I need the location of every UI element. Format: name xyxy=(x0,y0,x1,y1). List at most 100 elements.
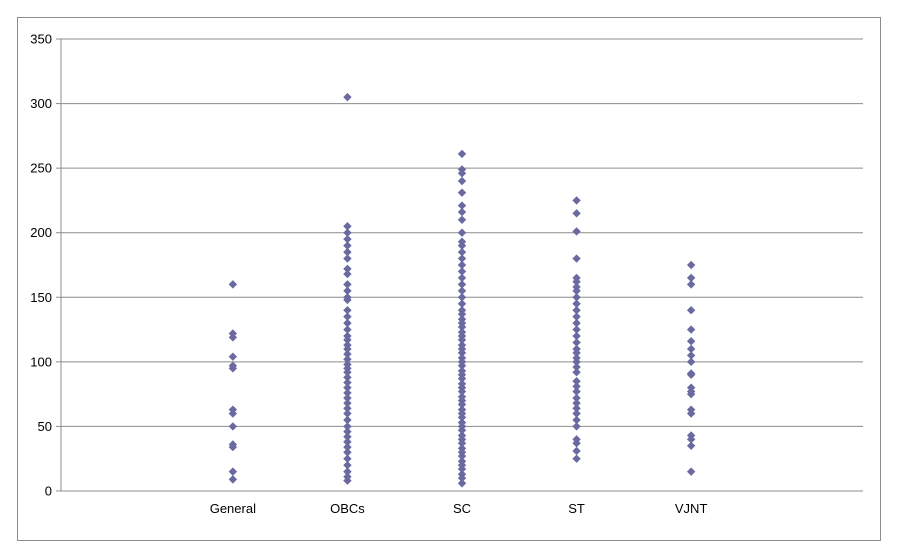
data-point-obcs xyxy=(343,295,352,305)
data-point-obcs xyxy=(343,383,352,392)
data-point-obcs xyxy=(343,325,352,334)
data-point-obcs xyxy=(343,442,352,452)
data-point-st xyxy=(572,306,581,315)
axes xyxy=(56,38,863,492)
data-point-sc xyxy=(457,473,467,483)
data-point-general xyxy=(228,422,238,431)
data-point-sc xyxy=(457,479,467,488)
data-point-vjnt xyxy=(686,336,696,346)
data-point-st xyxy=(572,362,581,372)
data-point-obcs xyxy=(343,234,352,244)
y-tick-label: 200 xyxy=(30,225,52,240)
data-point-obcs xyxy=(343,318,352,328)
y-tick-label: 250 xyxy=(30,161,52,176)
data-point-obcs xyxy=(343,312,352,321)
data-point-sc xyxy=(457,348,467,358)
data-point-st xyxy=(572,357,581,367)
data-point-obcs xyxy=(343,398,352,408)
data-point-obcs xyxy=(343,264,352,274)
y-tick-label: 350 xyxy=(30,32,52,47)
data-point-vjnt xyxy=(686,280,696,289)
data-point-obcs xyxy=(343,373,352,382)
data-point-sc xyxy=(457,374,467,383)
data-point-sc xyxy=(457,309,467,319)
data-point-general xyxy=(228,475,238,484)
data-point-obcs xyxy=(343,306,352,315)
data-point-vjnt xyxy=(686,260,696,270)
data-point-vjnt xyxy=(686,409,696,418)
data-point-obcs xyxy=(343,247,352,257)
data-point-st xyxy=(572,312,581,321)
x-category-label-st: ST xyxy=(568,501,585,516)
data-point-obcs xyxy=(343,344,352,354)
data-point-sc xyxy=(457,149,467,159)
data-point-st xyxy=(572,367,581,377)
data-point-vjnt xyxy=(686,357,696,367)
data-point-sc xyxy=(457,426,467,435)
data-point-obcs xyxy=(343,269,352,279)
data-point-sc xyxy=(457,267,467,276)
data-point-vjnt xyxy=(686,389,696,399)
data-point-vjnt xyxy=(686,441,696,450)
data-point-vjnt xyxy=(686,344,696,354)
data-point-general xyxy=(228,280,238,289)
data-point-obcs xyxy=(343,454,352,463)
data-point-obcs xyxy=(343,388,352,398)
data-point-obcs xyxy=(343,355,352,364)
data-point-st xyxy=(572,338,581,347)
x-category-labels: General OBCs SC ST VJNT xyxy=(210,501,708,516)
data-point-general xyxy=(228,352,238,361)
data-point-st xyxy=(572,409,581,418)
data-point-obcs xyxy=(343,432,352,441)
data-point-st xyxy=(572,446,581,456)
data-point-st xyxy=(572,331,581,341)
data-point-vjnt xyxy=(686,370,696,379)
data-point-general xyxy=(228,364,238,373)
y-tick-label: 50 xyxy=(38,419,52,434)
y-tick-label: 150 xyxy=(30,290,52,305)
data-point-vjnt xyxy=(686,306,696,315)
data-point-obcs xyxy=(343,335,352,345)
data-point-st xyxy=(572,398,581,408)
data-point-st xyxy=(572,318,581,328)
data-point-obcs xyxy=(343,437,352,447)
data-point-sc xyxy=(457,188,467,197)
data-point-obcs xyxy=(343,427,352,436)
data-point-obcs xyxy=(343,241,352,250)
data-point-st xyxy=(572,227,581,236)
data-point-sc xyxy=(457,286,467,296)
chart-frame: 0 50 100 150 200 250 300 350 General OBCs SC ST VJN… xyxy=(17,17,881,541)
data-point-general xyxy=(228,467,238,476)
data-point-st xyxy=(572,422,581,431)
data-point-sc xyxy=(457,176,467,186)
data-point-st xyxy=(572,439,581,448)
data-point-obcs xyxy=(343,349,352,359)
data-point-obcs xyxy=(343,415,352,425)
data-point-sc xyxy=(457,280,467,289)
data-point-obcs xyxy=(343,92,352,102)
data-point-vjnt xyxy=(686,351,696,360)
data-point-vjnt xyxy=(686,273,696,283)
data-point-st xyxy=(572,415,581,425)
data-point-sc xyxy=(457,361,467,370)
data-point-sc xyxy=(457,387,467,396)
data-point-obcs xyxy=(343,367,352,377)
data-point-st xyxy=(572,196,581,205)
data-point-sc xyxy=(457,299,467,308)
x-category-label-general: General xyxy=(210,501,256,516)
x-category-label-obcs: OBCs xyxy=(330,501,365,516)
scatter-chart: 0 50 100 150 200 250 300 350 General OBCs SC ST VJN… xyxy=(30,32,863,516)
x-category-label-vjnt: VJNT xyxy=(675,501,708,516)
data-point-st xyxy=(572,393,581,403)
data-point-obcs xyxy=(343,404,352,413)
data-point-st xyxy=(572,377,581,386)
data-point-obcs xyxy=(343,460,352,470)
x-category-label-sc: SC xyxy=(453,501,471,516)
data-point-obcs xyxy=(343,409,352,418)
y-tick-label: 300 xyxy=(30,96,52,111)
data-point-st xyxy=(572,254,581,263)
data-point-sc xyxy=(457,322,467,332)
data-point-sc xyxy=(457,413,467,422)
data-point-sc xyxy=(457,201,467,210)
data-point-sc xyxy=(457,400,467,409)
